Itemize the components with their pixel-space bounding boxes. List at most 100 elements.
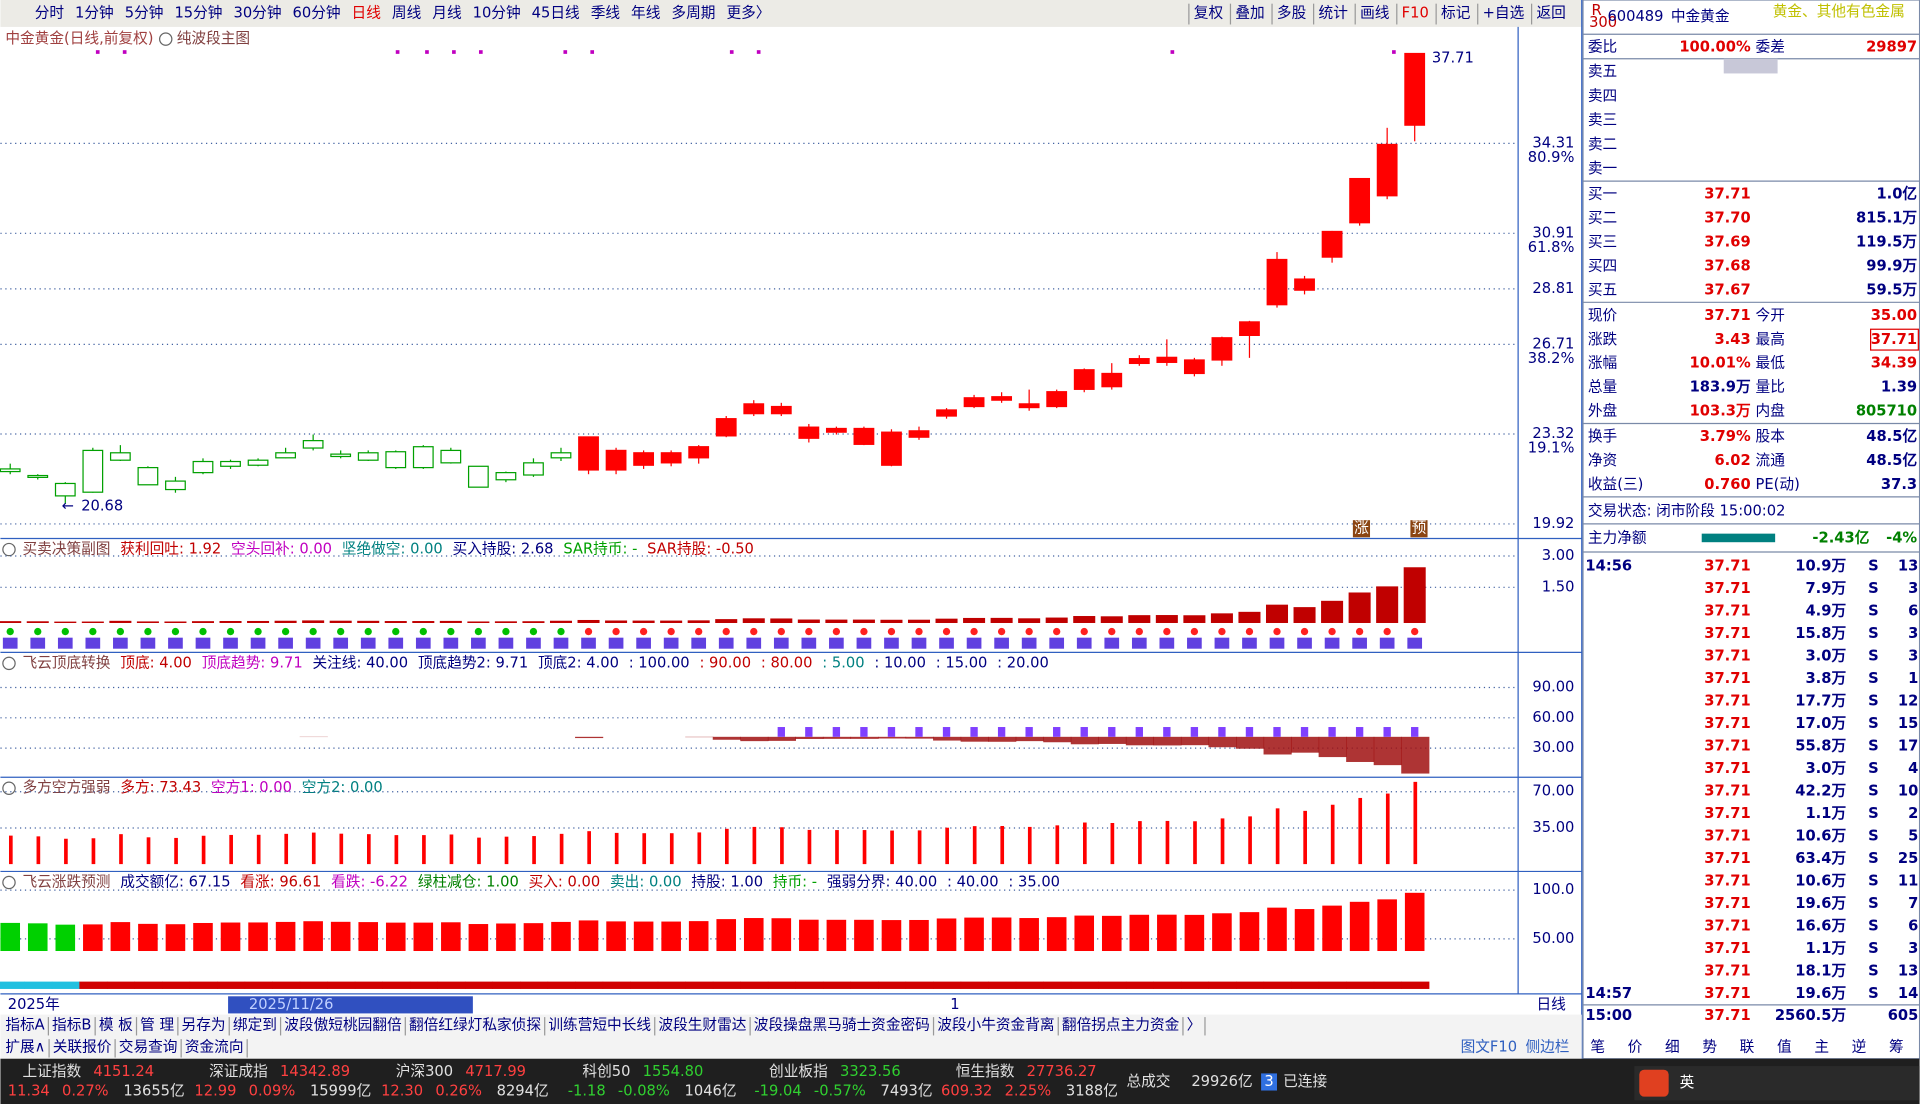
deco-tick (1245, 727, 1254, 737)
side-tab[interactable]: 势 (1702, 1039, 1717, 1056)
side-button[interactable]: 侧边栏 (1525, 1039, 1569, 1056)
side-tab[interactable]: 主 (1814, 1039, 1829, 1056)
deco-strip (1043, 981, 1072, 989)
deco-tick (1355, 727, 1364, 737)
period-tab[interactable]: 更多〉 (726, 4, 770, 21)
candle-body (605, 449, 627, 471)
icon (159, 32, 173, 46)
indicator-tab[interactable]: 波段小牛资金背离 (937, 1017, 1054, 1034)
side-tab[interactable]: 逆 (1852, 1039, 1867, 1056)
period-tab[interactable]: 日线 (352, 4, 382, 21)
indicator-tab[interactable]: 训练营短中长线 (548, 1017, 651, 1034)
tool-button[interactable]: 复权 (1194, 3, 1224, 21)
function-tab[interactable]: 关联报价 (53, 1039, 112, 1056)
deco-area (740, 736, 769, 742)
indicator-tab[interactable]: 波段生财雷达 (658, 1017, 746, 1034)
indicator-tab[interactable]: 模 板 (99, 1016, 133, 1034)
tick-count: 2 (1908, 805, 1918, 822)
period-tab[interactable]: 15分钟 (174, 4, 222, 21)
deco-bar (1129, 914, 1150, 952)
side-button[interactable]: 图文F10 (1461, 1039, 1517, 1056)
candle-body (963, 397, 985, 408)
indicator-tab[interactable]: 指标A (5, 1017, 44, 1034)
indicator-value: 持币: - (773, 873, 817, 890)
tool-button[interactable]: 标记 (1441, 4, 1471, 21)
indicator-tab[interactable]: 翻倍拐点主力资金 (1062, 1017, 1180, 1034)
y-tick-label: 19.92 (1532, 515, 1574, 532)
tick-volume: 15.8万 (1795, 625, 1846, 642)
candle-body (137, 466, 159, 486)
deco-dot (805, 627, 813, 636)
side-tab[interactable]: 细 (1665, 1039, 1680, 1056)
period-tab[interactable]: 45日线 (532, 4, 580, 21)
indicator-tab[interactable]: 绑定到 (233, 1017, 277, 1034)
deco-dot (1273, 627, 1281, 636)
y-tick-label: 30.00 (1532, 739, 1574, 756)
tool-button[interactable]: 返回 (1537, 4, 1566, 21)
period-tab[interactable]: 周线 (392, 4, 422, 21)
collapse-button[interactable] (1723, 58, 1778, 74)
side-tab[interactable]: 联 (1740, 1039, 1755, 1056)
deco-strip (382, 981, 411, 989)
indicator-tab[interactable]: 〉 (1187, 1017, 1202, 1034)
period-tab[interactable]: 分时 (35, 4, 65, 21)
side-tab[interactable]: 价 (1628, 1039, 1643, 1056)
x-label: 2025/11/26 (249, 996, 334, 1013)
period-tab[interactable]: 1分钟 (75, 4, 114, 21)
period-tab[interactable]: 月线 (432, 4, 462, 21)
indicator-tab[interactable]: 波段傲短桃园翻倍 (284, 1017, 402, 1034)
period-tab[interactable]: 30分钟 (233, 4, 281, 21)
tick-volume: 55.8万 (1795, 738, 1846, 755)
fib-label: 38.2% (1528, 350, 1575, 367)
total-label: 总成交 (1126, 1072, 1170, 1090)
deco-bar (146, 837, 151, 865)
tool-button[interactable]: 画线 (1360, 4, 1390, 21)
candle-body (54, 482, 76, 497)
ime-lang[interactable]: 英 (1680, 1073, 1695, 1091)
period-tab[interactable]: 多周期 (671, 4, 715, 21)
side-tab[interactable]: 筹 (1889, 1039, 1904, 1056)
indicator-value: 强弱分界: 40.00 (827, 873, 937, 890)
deco-dot (144, 627, 152, 636)
function-tab[interactable]: 交易查询 (119, 1038, 178, 1056)
deco-bar (661, 921, 681, 952)
deco-strip (905, 981, 934, 989)
deco-strip (691, 637, 707, 649)
deco-strip (884, 637, 899, 649)
function-tab[interactable]: 资金流向 (185, 1039, 244, 1056)
deco-bar (384, 621, 407, 623)
side-tab[interactable]: 值 (1777, 1039, 1792, 1056)
function-tab[interactable]: 扩展∧ (5, 1039, 45, 1056)
deco-strip (195, 637, 211, 649)
bid-price: 37.69 (1704, 234, 1750, 251)
period-tab[interactable]: 季线 (591, 4, 621, 21)
period-tab[interactable]: 10分钟 (473, 4, 521, 21)
label: 换手 (1588, 428, 1617, 445)
tool-button[interactable]: +自选 (1483, 4, 1525, 21)
value: 6.02 (1714, 452, 1750, 469)
panel-icon (2, 875, 16, 890)
deco-bar (1220, 818, 1225, 865)
indicator-value: 飞云顶底转换 (22, 654, 110, 671)
tool-button[interactable]: F10 (1402, 4, 1429, 21)
period-tab[interactable]: 年线 (631, 4, 661, 21)
indicator-tab[interactable]: 管 理 (140, 1017, 174, 1034)
period-tab[interactable]: 60分钟 (293, 4, 341, 21)
deco-area (1015, 736, 1044, 742)
period-tab[interactable]: 5分钟 (125, 4, 164, 21)
side-tab[interactable]: 笔 (1590, 1039, 1605, 1056)
tool-button[interactable]: 叠加 (1235, 4, 1264, 21)
deco-bar (201, 835, 206, 865)
tool-button[interactable]: 统计 (1319, 4, 1349, 21)
indicator-tab[interactable]: 波段操盘黑马骑士资金密码 (754, 1016, 930, 1034)
indicator-tab[interactable]: 另存为 (182, 1017, 226, 1034)
bid-price: 37.67 (1704, 282, 1750, 299)
deco-strip (30, 637, 46, 649)
candle-body (660, 452, 682, 464)
deco-tick (1053, 727, 1061, 737)
indicator-tab[interactable]: 翻倍红绿灯私家侦探 (409, 1017, 541, 1034)
deco-strip (2, 637, 18, 649)
indicator-tab[interactable]: 指标B (52, 1017, 91, 1034)
deco-strip (161, 981, 191, 989)
tool-button[interactable]: 多股 (1277, 4, 1307, 21)
